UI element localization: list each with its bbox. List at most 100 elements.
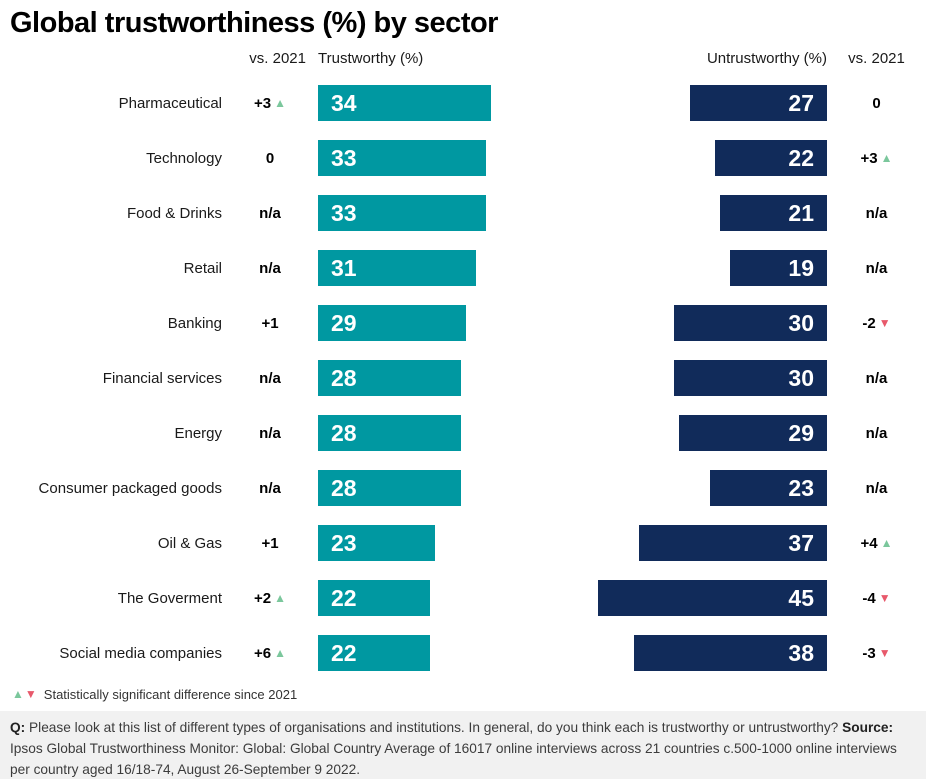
untrustworthy-change: +4 ▲ bbox=[827, 535, 926, 552]
trustworthy-change-value: 0 bbox=[265, 149, 275, 167]
trustworthy-value: 31 bbox=[331, 254, 357, 281]
sector-label: Food & Drinks bbox=[126, 204, 222, 222]
trustworthy-change: +6 ▲ bbox=[232, 645, 308, 662]
footnote: Q: Please look at this list of different… bbox=[0, 710, 926, 779]
trustworthy-change-triangle-icon: ▲ bbox=[274, 591, 286, 606]
header-trustworthy: Trustworthy (%) bbox=[318, 50, 424, 68]
trustworthy-change: +2 ▲ bbox=[232, 590, 308, 607]
sector-row: Consumer packaged goods n/a 28 23 n/a bbox=[0, 461, 926, 516]
untrustworthy-change: n/a bbox=[827, 370, 926, 387]
sector-label: Pharmaceutical bbox=[118, 94, 222, 112]
untrustworthy-value: 23 bbox=[788, 474, 814, 501]
untrustworthy-value: 30 bbox=[788, 364, 814, 391]
up-triangle-icon: ▲ bbox=[12, 687, 24, 702]
untrustworthy-value: 21 bbox=[788, 199, 814, 226]
sector-row: The Goverment +2 ▲ 22 45 -4 ▼ bbox=[0, 571, 926, 626]
trustworthy-value: 28 bbox=[331, 474, 357, 501]
trustworthy-change-value: n/a bbox=[259, 259, 281, 277]
untrustworthy-bar: 23 bbox=[710, 470, 827, 507]
untrustworthy-change-triangle-icon: ▼ bbox=[878, 591, 891, 606]
untrustworthy-bar: 37 bbox=[639, 525, 827, 562]
sector-label: Retail bbox=[183, 259, 222, 277]
header-vs-2021-left: vs. 2021 bbox=[249, 50, 306, 68]
trustworthy-value: 28 bbox=[331, 364, 357, 391]
down-triangle-icon: ▼ bbox=[24, 687, 37, 702]
trustworthy-change-value: n/a bbox=[259, 204, 281, 222]
sector-label: The Goverment bbox=[117, 589, 222, 607]
sector-row: Technology 0 33 22 +3 ▲ bbox=[0, 131, 926, 186]
untrustworthy-change-value: n/a bbox=[865, 259, 888, 277]
trustworthy-change: 0 bbox=[232, 150, 308, 167]
trustworthy-bar: 23 bbox=[318, 525, 435, 562]
trustworthy-change-value: n/a bbox=[259, 479, 281, 497]
trustworthy-value: 29 bbox=[331, 309, 357, 336]
sector-label: Social media companies bbox=[59, 644, 222, 662]
sector-label: Financial services bbox=[102, 369, 222, 387]
untrustworthy-bar-cell: 19 bbox=[540, 250, 827, 287]
trustworthy-bar: 28 bbox=[318, 470, 461, 507]
sector-label: Technology bbox=[146, 149, 222, 167]
sector-label: Energy bbox=[174, 424, 222, 442]
column-headers: vs. 2021 Trustworthy (%) Untrustworthy (… bbox=[0, 49, 926, 69]
untrustworthy-change: -3 ▼ bbox=[827, 645, 926, 662]
trustworthy-value: 34 bbox=[331, 89, 357, 116]
trustworthy-bar-cell: 28 bbox=[318, 360, 540, 397]
sector-label: Consumer packaged goods bbox=[38, 479, 222, 497]
sector-label: Banking bbox=[167, 314, 222, 332]
trustworthy-change-value: +1 bbox=[261, 534, 279, 552]
trustworthy-value: 22 bbox=[331, 584, 357, 611]
untrustworthy-bar: 21 bbox=[720, 195, 827, 232]
trustworthy-bar-cell: 29 bbox=[318, 305, 540, 342]
untrustworthy-bar: 29 bbox=[679, 415, 827, 452]
untrustworthy-bar: 45 bbox=[598, 580, 827, 617]
header-vs-2021-right: vs. 2021 bbox=[848, 50, 905, 68]
untrustworthy-change-triangle-icon: ▼ bbox=[878, 646, 891, 661]
trustworthy-bar-cell: 22 bbox=[318, 635, 540, 672]
trustworthy-bar-cell: 28 bbox=[318, 415, 540, 452]
trustworthy-bar-cell: 33 bbox=[318, 195, 540, 232]
trustworthy-bar: 28 bbox=[318, 415, 461, 452]
untrustworthy-change: 0 bbox=[827, 95, 926, 112]
question-text: Please look at this list of different ty… bbox=[25, 719, 843, 735]
trustworthy-value: 28 bbox=[331, 419, 357, 446]
untrustworthy-change: -4 ▼ bbox=[827, 590, 926, 607]
untrustworthy-change: +3 ▲ bbox=[827, 150, 926, 167]
sector-row: Pharmaceutical +3 ▲ 34 27 0 bbox=[0, 76, 926, 131]
untrustworthy-change: n/a bbox=[827, 480, 926, 497]
untrustworthy-change-triangle-icon: ▲ bbox=[880, 536, 893, 551]
untrustworthy-value: 22 bbox=[788, 144, 814, 171]
untrustworthy-change-value: -3 bbox=[862, 644, 876, 662]
untrustworthy-bar-cell: 30 bbox=[540, 360, 827, 397]
source-label: Source: bbox=[842, 719, 894, 735]
untrustworthy-value: 27 bbox=[788, 89, 814, 116]
untrustworthy-change-value: 0 bbox=[872, 94, 881, 112]
untrustworthy-value: 45 bbox=[788, 584, 814, 611]
bar-rows: Pharmaceutical +3 ▲ 34 27 0 T bbox=[0, 76, 926, 681]
untrustworthy-change-value: n/a bbox=[865, 204, 888, 222]
untrustworthy-bar-cell: 22 bbox=[540, 140, 827, 177]
untrustworthy-change: n/a bbox=[827, 205, 926, 222]
untrustworthy-value: 29 bbox=[788, 419, 814, 446]
sector-row: Financial services n/a 28 30 n/a bbox=[0, 351, 926, 406]
trustworthy-value: 22 bbox=[331, 639, 357, 666]
untrustworthy-bar: 22 bbox=[715, 140, 827, 177]
trustworthy-bar: 31 bbox=[318, 250, 476, 287]
untrustworthy-bar: 30 bbox=[674, 305, 827, 342]
trustworthy-change-value: +2 bbox=[254, 589, 272, 607]
untrustworthy-bar-cell: 37 bbox=[540, 525, 827, 562]
untrustworthy-bar-cell: 30 bbox=[540, 305, 827, 342]
trustworthy-change-value: +6 bbox=[254, 644, 272, 662]
untrustworthy-bar: 27 bbox=[690, 85, 827, 122]
trustworthy-value: 33 bbox=[331, 199, 357, 226]
trustworthy-change-value: n/a bbox=[259, 424, 281, 442]
trustworthy-change: n/a bbox=[232, 205, 308, 222]
untrustworthy-value: 37 bbox=[788, 529, 814, 556]
untrustworthy-value: 30 bbox=[788, 309, 814, 336]
header-untrustworthy: Untrustworthy (%) bbox=[706, 50, 827, 68]
untrustworthy-bar-cell: 23 bbox=[540, 470, 827, 507]
trustworthy-bar: 33 bbox=[318, 195, 486, 232]
untrustworthy-change-value: -4 bbox=[862, 589, 876, 607]
significance-legend: ▲ ▼ Statistically significant difference … bbox=[12, 687, 926, 702]
untrustworthy-value: 38 bbox=[788, 639, 814, 666]
untrustworthy-bar: 30 bbox=[674, 360, 827, 397]
